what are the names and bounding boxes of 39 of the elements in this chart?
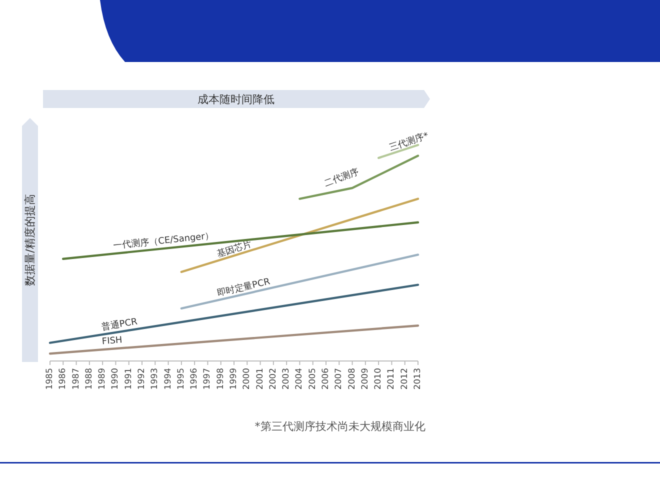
x-tick-label: 1992: [137, 368, 147, 390]
x-tick-label: 1989: [98, 368, 108, 390]
series-label: FISH: [102, 336, 123, 348]
x-tick-label: 1986: [58, 368, 68, 390]
x-tick-label: 2001: [255, 368, 266, 390]
x-tick-label: 1988: [84, 368, 94, 390]
x-tick-label: 2005: [308, 368, 318, 390]
text: 二代测序: [322, 166, 360, 190]
x-tick-label: 1995: [176, 368, 186, 390]
text: 基因芯片: [215, 238, 254, 260]
x-tick-label: 1987: [71, 368, 82, 390]
chart-title: 成本随时间降低: [198, 93, 274, 106]
x-tick-label: 1990: [110, 368, 121, 390]
x-tick-label: 2006: [321, 368, 331, 390]
x-tick-label: 2011: [386, 368, 397, 390]
x-tick-label: 1985: [45, 368, 55, 390]
y-axis-title: 数据量/精度的提高: [24, 194, 36, 286]
x-tick-label: 2000: [242, 368, 252, 390]
text: *第三代测序技术尚未大规模商业化: [254, 420, 426, 433]
x-tick-label: 2010: [374, 368, 384, 390]
x-tick-label: 2008: [347, 368, 358, 390]
x-tick-label: 1994: [163, 368, 174, 390]
x-tick-label: 1998: [216, 368, 226, 390]
x-tick-label: 2002: [268, 368, 278, 390]
x-tick-label: 2009: [360, 368, 370, 390]
x-tick-label: 1997: [202, 368, 213, 390]
x-tick-label: 1991: [124, 368, 134, 390]
text: 普通PCR: [100, 316, 138, 333]
x-tick-label: 2013: [413, 368, 423, 390]
text: 三代测序*: [388, 130, 430, 154]
x-tick-label: 1993: [150, 368, 160, 390]
text: 即时定量PCR: [216, 276, 272, 299]
x-tick-label: 2003: [282, 368, 292, 390]
x-tick-label: 2007: [334, 368, 344, 390]
x-tick-label: 1996: [190, 368, 200, 390]
x-tick-label: 2004: [294, 368, 305, 390]
x-tick-label: 2012: [400, 368, 410, 390]
text: 一代测序（CE/Sanger）: [112, 230, 214, 252]
x-tick-label: 1999: [229, 368, 239, 390]
